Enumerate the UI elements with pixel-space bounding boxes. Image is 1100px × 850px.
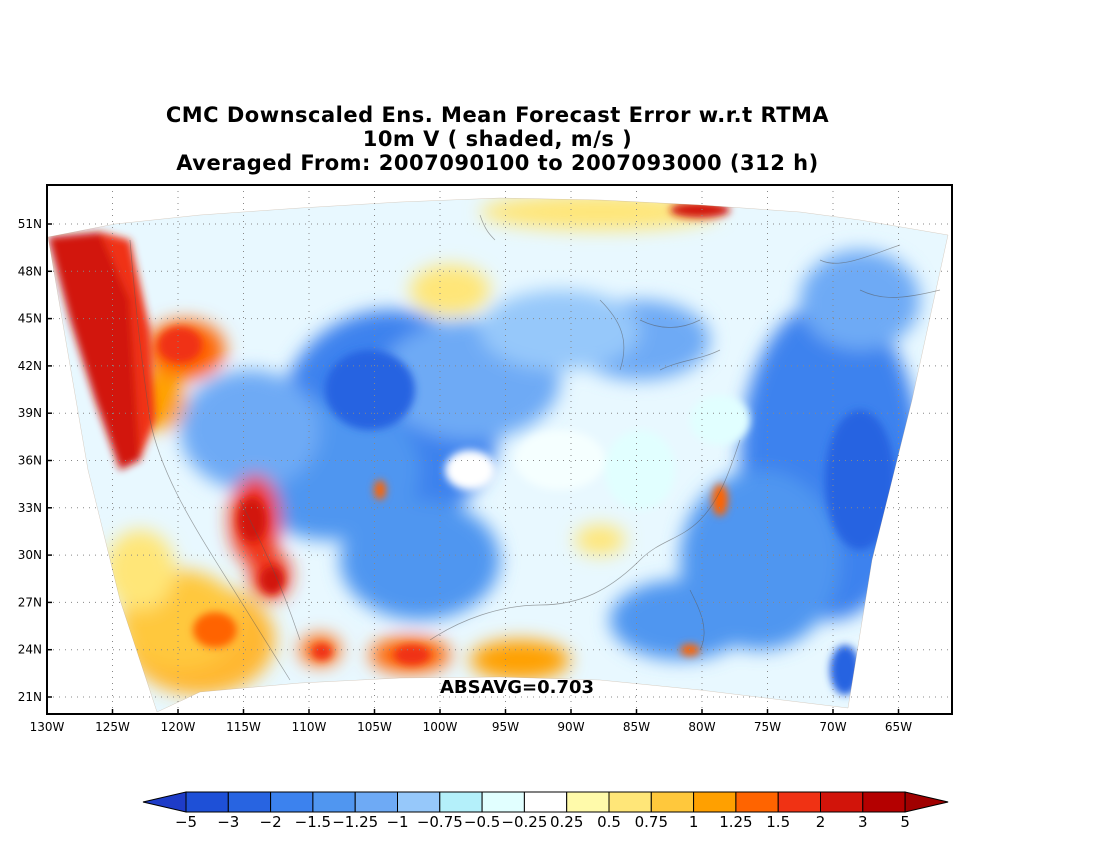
colorbar-swatch [650,791,695,813]
lat-tick-label: 27N [18,595,42,609]
colorbar-label: 1 [689,813,699,831]
colorbar-label: −1 [386,813,408,831]
colorbar-label: 0.75 [635,813,668,831]
colorbar-label: −5 [175,813,197,831]
lon-tick-label: 75W [754,720,781,734]
colorbar-labels: −5 −3 −2 −1.5 −1.25 −1 −0.75 −0.5 −0.25 0.25 0.5 0.… [175,813,910,831]
lat-tick-label: 45N [18,312,42,326]
colorbar [142,791,949,813]
colorbar-swatch [397,791,441,813]
coastlines [129,214,941,681]
colorbar-label: −1.5 [295,813,331,831]
colorbar-label: 0.25 [550,813,583,831]
colorbar-label: −3 [217,813,239,831]
lat-tick-label: 39N [18,406,42,420]
colorbar-swatch [693,791,737,813]
colorbar-label: −2 [260,813,282,831]
grid-lines [47,185,952,714]
lat-tick-label: 36N [18,454,42,468]
latitude-axis: 51N 48N 45N 42N 39N 36N 33N 30N 27N 24N 21N [18,217,52,704]
colorbar-swatch [608,791,652,813]
colorbar-label: −1.25 [332,813,378,831]
colorbar-high-arrow [904,791,949,813]
colorbar-swatch [227,791,272,813]
title-line-2: 10m V ( shaded, m/s ) [362,127,633,151]
lat-tick-label: 51N [18,217,42,231]
colorbar-label: −0.5 [464,813,500,831]
lon-tick-label: 100W [423,720,458,734]
colorbar-label: 5 [900,813,910,831]
colorbar-swatch [777,791,822,813]
lon-tick-label: 115W [226,720,261,734]
lat-tick-label: 30N [18,548,42,562]
lon-tick-label: 105W [357,720,392,734]
colorbar-label: 1.25 [719,813,752,831]
colorbar-swatch [481,791,525,813]
lat-tick-label: 21N [18,690,42,704]
title-line-3: Averaged From: 2007090100 to 2007093000 … [176,151,819,175]
lat-tick-label: 42N [18,359,42,373]
colorbar-swatch [185,791,229,813]
colorbar-swatch [439,791,483,813]
colorbar-label: 0.5 [597,813,621,831]
colorbar-label: 2 [816,813,826,831]
colorbar-swatch [354,791,399,813]
lon-tick-label: 85W [623,720,650,734]
colorbar-swatch [735,791,779,813]
lon-tick-label: 90W [557,720,584,734]
colorbar-swatch [820,791,864,813]
lon-tick-label: 95W [492,720,519,734]
lon-tick-label: 70W [819,720,846,734]
lat-tick-label: 24N [18,643,42,657]
absavg-label: ABSAVG=0.703 [440,677,594,698]
colorbar-swatch [862,791,906,813]
longitude-axis: 130W 125W 120W 115W 110W 105W 100W 95W 90W 85W 80W… [30,709,912,734]
lon-tick-label: 110W [292,720,327,734]
plot-frame [46,184,953,715]
colorbar-swatch [312,791,356,813]
lon-tick-label: 125W [95,720,130,734]
colorbar-swatch [270,791,314,813]
colorbar-low-arrow [142,791,187,813]
lon-tick-label: 65W [885,720,912,734]
colorbar-swatch [523,791,568,813]
lon-tick-label: 130W [30,720,65,734]
colorbar-swatch [566,791,610,813]
lon-tick-label: 80W [688,720,715,734]
title-line-1: CMC Downscaled Ens. Mean Forecast Error … [165,103,830,127]
lat-tick-label: 48N [18,264,42,278]
colorbar-label: −0.75 [417,813,463,831]
colorbar-label: 3 [858,813,868,831]
lat-tick-label: 33N [18,501,42,515]
colorbar-label: 1.5 [766,813,790,831]
colorbar-label: −0.25 [501,813,547,831]
lon-tick-label: 120W [161,720,196,734]
